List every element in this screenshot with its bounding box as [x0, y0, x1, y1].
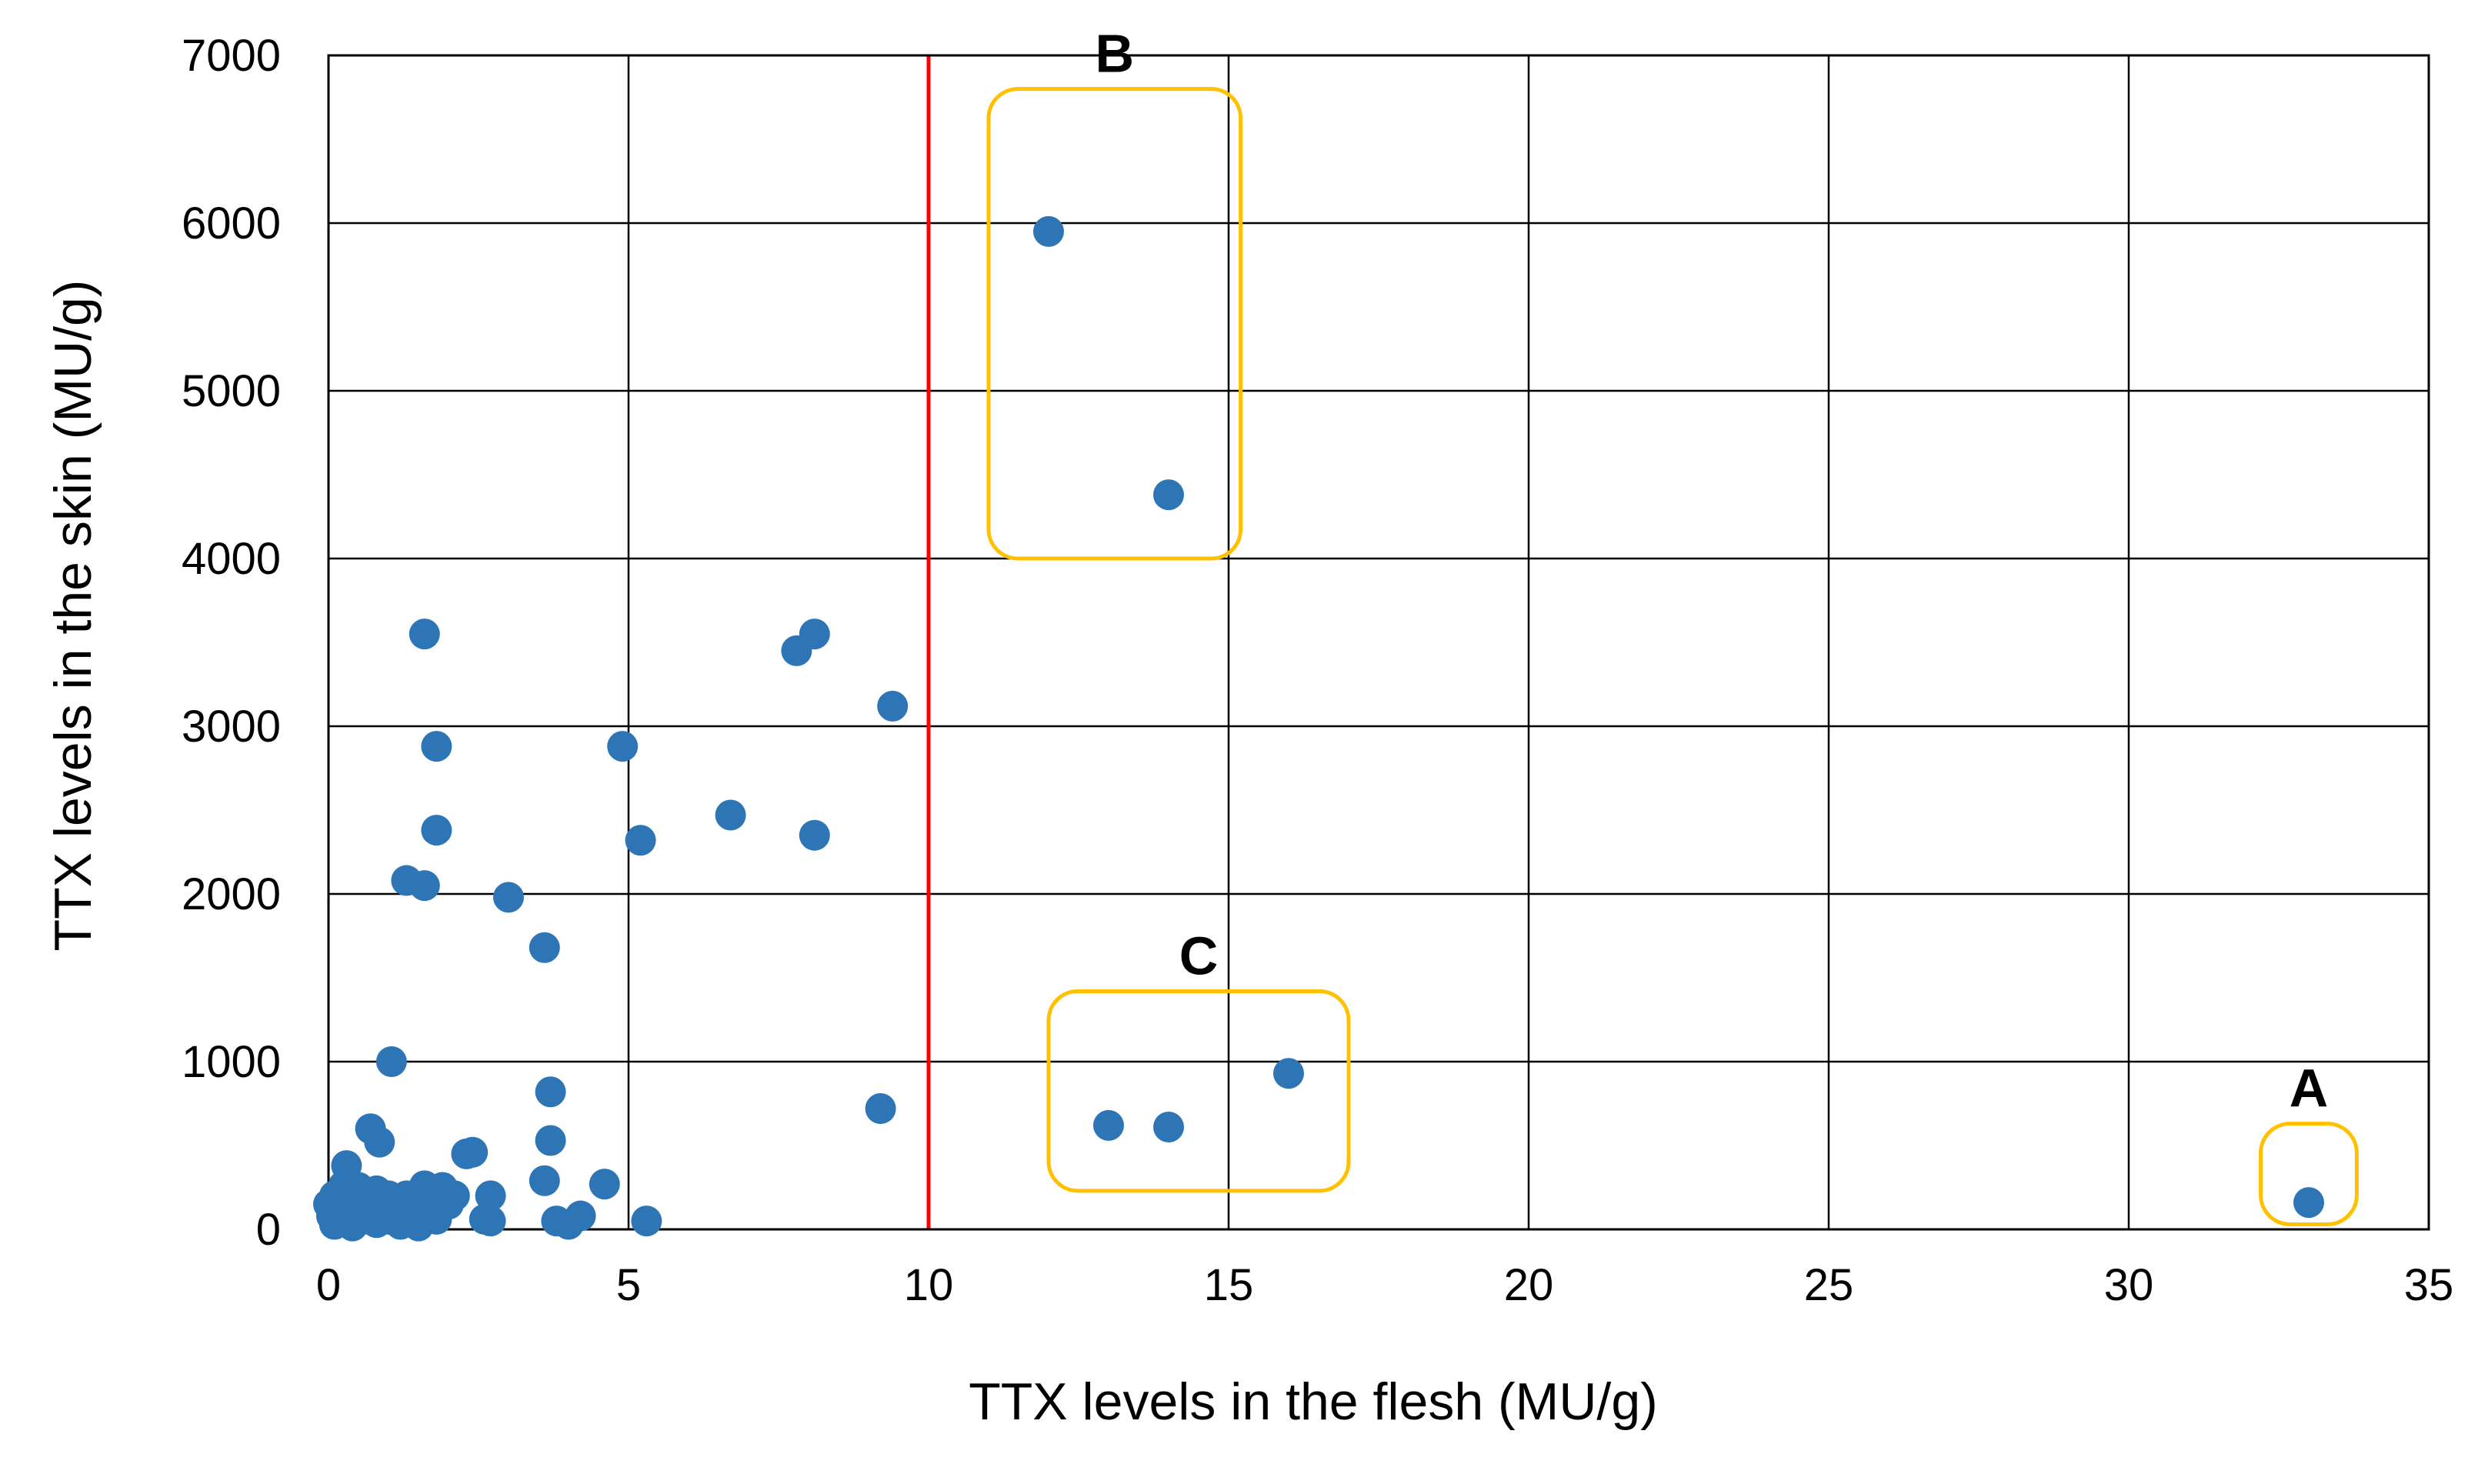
data-point — [631, 1206, 662, 1237]
x-tick-label: 30 — [2104, 1260, 2154, 1310]
data-point — [589, 1169, 620, 1200]
data-point — [625, 825, 656, 856]
data-point — [1033, 215, 1064, 247]
data-point — [421, 731, 452, 762]
data-point — [535, 1125, 566, 1156]
y-tick-label: 6000 — [182, 198, 281, 248]
data-point — [409, 619, 440, 650]
data-point — [475, 1206, 506, 1237]
x-tick-label: 20 — [1504, 1260, 1554, 1310]
highlight-box-b — [986, 87, 1243, 561]
highlight-box-a — [2259, 1122, 2359, 1226]
data-point — [535, 1076, 566, 1108]
data-point — [2293, 1187, 2324, 1219]
y-tick-label: 7000 — [182, 31, 281, 81]
data-point — [607, 731, 639, 762]
points-layer — [313, 215, 2324, 1242]
highlight-label-c: C — [1179, 925, 1219, 985]
data-point — [475, 1180, 506, 1212]
data-point — [529, 932, 560, 963]
data-point — [457, 1136, 489, 1168]
data-point — [799, 819, 830, 851]
plot-frame — [327, 54, 2430, 1231]
y-tick-label: 0 — [256, 1205, 281, 1255]
data-point — [1153, 1112, 1184, 1143]
data-point — [409, 870, 440, 902]
data-point — [799, 619, 830, 650]
data-point — [1153, 479, 1184, 511]
y-tick-label: 4000 — [182, 534, 281, 584]
data-point — [493, 882, 524, 913]
y-tick-label: 3000 — [182, 702, 281, 752]
y-axis-title: TTX levels in the skin (MU/g) — [44, 280, 102, 952]
data-point — [529, 1165, 560, 1196]
data-point — [865, 1093, 896, 1125]
data-point — [715, 799, 746, 831]
y-tick-label: 1000 — [182, 1037, 281, 1087]
data-point — [421, 815, 452, 846]
data-point — [439, 1180, 470, 1212]
x-tick-label: 15 — [1204, 1260, 1254, 1310]
highlight-label-b: B — [1096, 24, 1135, 84]
x-tick-label: 0 — [316, 1260, 341, 1310]
x-tick-label: 5 — [616, 1260, 641, 1310]
data-point — [877, 690, 909, 722]
x-axis-title: TTX levels in the flesh (MU/g) — [969, 1372, 1658, 1431]
highlight-label-a: A — [2290, 1059, 2329, 1119]
data-point — [1273, 1058, 1304, 1089]
axis-layer: 0 5 10 15 20 25 30 35 0 1000 2000 3000 4000 5000 6000 7… — [182, 31, 2453, 1310]
y-tick-label: 5000 — [182, 366, 281, 416]
x-tick-label: 35 — [2404, 1260, 2454, 1310]
y-tick-label: 2000 — [182, 869, 281, 919]
annotation-layer: A B C — [986, 24, 2359, 1226]
highlight-box-c — [1046, 989, 1351, 1193]
data-point — [375, 1046, 407, 1077]
data-point — [565, 1200, 596, 1232]
x-tick-label: 10 — [904, 1260, 954, 1310]
data-point — [364, 1126, 395, 1158]
x-tick-label: 25 — [1804, 1260, 1854, 1310]
data-point — [1093, 1109, 1124, 1141]
grid-layer — [327, 54, 2430, 1231]
